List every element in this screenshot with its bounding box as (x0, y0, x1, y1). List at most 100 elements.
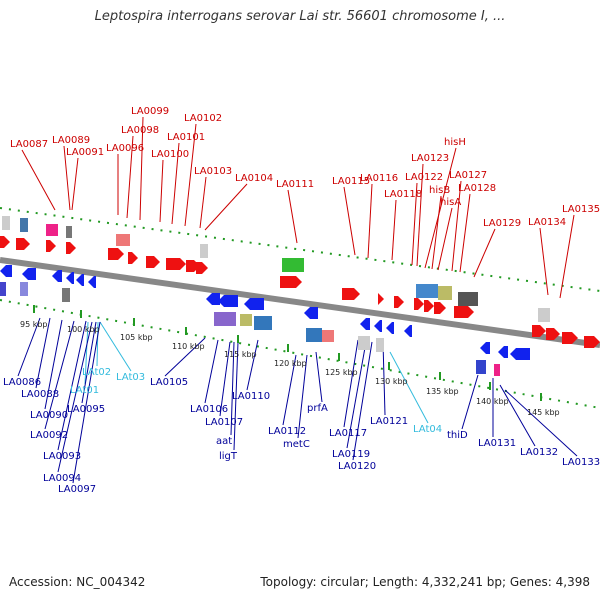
gene-label-la0111[interactable]: LA0111 (276, 179, 314, 190)
reverse-gene-arrow[interactable] (76, 274, 84, 286)
gene-label-la0098[interactable]: LA0098 (121, 125, 159, 136)
reverse-gene-arrow[interactable] (304, 307, 318, 319)
gene-label-la0104[interactable]: LA0104 (235, 173, 273, 184)
feature-box[interactable] (458, 292, 478, 306)
gene-label-la0086[interactable]: LA0086 (3, 377, 41, 388)
forward-gene-arrow[interactable] (424, 300, 434, 312)
forward-gene-arrow[interactable] (128, 252, 138, 264)
gene-label-la0087[interactable]: LA0087 (10, 139, 48, 150)
gene-label-la0121[interactable]: LA0121 (370, 416, 408, 427)
forward-gene-arrow[interactable] (584, 336, 600, 348)
reverse-gene-arrow[interactable] (480, 342, 490, 354)
feature-box[interactable] (214, 312, 236, 326)
feature-box[interactable] (2, 216, 10, 230)
gene-label-la0127[interactable]: LA0127 (449, 170, 487, 181)
feature-box[interactable] (20, 282, 28, 296)
forward-gene-arrow[interactable] (146, 256, 160, 268)
gene-label-la0134[interactable]: LA0134 (528, 217, 566, 228)
gene-label-lat02[interactable]: LAt02 (82, 367, 111, 378)
feature-box[interactable] (494, 364, 500, 376)
gene-label-la0095[interactable]: LA0095 (67, 404, 105, 415)
forward-gene-arrow[interactable] (46, 240, 56, 252)
forward-gene-arrow[interactable] (66, 242, 76, 254)
feature-box[interactable] (416, 284, 438, 298)
forward-gene-arrow[interactable] (394, 296, 404, 308)
gene-label-hisa[interactable]: hisA (440, 197, 461, 208)
gene-label-la0097[interactable]: LA0097 (58, 484, 96, 495)
reverse-gene-arrow[interactable] (22, 268, 36, 280)
gene-label-la0102[interactable]: LA0102 (184, 113, 222, 124)
feature-box[interactable] (116, 234, 130, 246)
forward-gene-arrow[interactable] (454, 306, 474, 318)
gene-label-la0116[interactable]: LA0116 (360, 173, 398, 184)
gene-label-la0132[interactable]: LA0132 (520, 447, 558, 458)
gene-label-la0120[interactable]: LA0120 (338, 461, 376, 472)
reverse-gene-arrow[interactable] (374, 320, 382, 332)
gene-label-la0122[interactable]: LA0122 (405, 172, 443, 183)
gene-label-la0129[interactable]: LA0129 (483, 218, 521, 229)
feature-box[interactable] (438, 286, 452, 300)
gene-label-la0106[interactable]: LA0106 (190, 404, 228, 415)
gene-label-la0133[interactable]: LA0133 (562, 457, 600, 468)
forward-gene-arrow[interactable] (414, 298, 424, 310)
gene-label-la0115[interactable]: LA0115 (332, 176, 370, 187)
gene-label-la0135[interactable]: LA0135 (562, 204, 600, 215)
feature-box[interactable] (240, 314, 252, 326)
gene-label-aat[interactable]: aat (216, 436, 232, 447)
forward-gene-arrow[interactable] (16, 238, 30, 250)
feature-box[interactable] (306, 328, 322, 342)
gene-label-la0112[interactable]: LA0112 (268, 426, 306, 437)
gene-label-hisb[interactable]: hisB (429, 185, 450, 196)
reverse-gene-arrow[interactable] (218, 295, 238, 307)
gene-label-lat03[interactable]: LAt03 (116, 372, 145, 383)
gene-label-thid[interactable]: thiD (447, 430, 468, 441)
gene-label-la0091[interactable]: LA0091 (66, 147, 104, 158)
gene-label-la0107[interactable]: LA0107 (205, 417, 243, 428)
gene-label-la0131[interactable]: LA0131 (478, 438, 516, 449)
gene-label-la0110[interactable]: LA0110 (232, 391, 270, 402)
gene-label-la0119[interactable]: LA0119 (332, 449, 370, 460)
feature-box[interactable] (476, 360, 486, 374)
reverse-gene-arrow[interactable] (498, 346, 508, 358)
gene-label-la0099[interactable]: LA0099 (131, 106, 169, 117)
gene-label-la0123[interactable]: LA0123 (411, 153, 449, 164)
reverse-gene-arrow[interactable] (404, 325, 412, 337)
feature-box[interactable] (282, 258, 304, 272)
gene-label-hish[interactable]: hisH (444, 137, 466, 148)
forward-gene-arrow[interactable] (378, 293, 384, 305)
feature-box[interactable] (20, 218, 28, 232)
feature-box[interactable] (200, 244, 208, 258)
gene-label-la0105[interactable]: LA0105 (150, 377, 188, 388)
gene-label-metc[interactable]: metC (283, 439, 310, 450)
feature-box[interactable] (46, 224, 58, 236)
forward-gene-arrow[interactable] (532, 325, 546, 337)
gene-label-la0117[interactable]: LA0117 (329, 428, 367, 439)
gene-label-la0128[interactable]: LA0128 (458, 183, 496, 194)
gene-label-la0090[interactable]: LA0090 (30, 410, 68, 421)
feature-box[interactable] (538, 308, 550, 322)
reverse-gene-arrow[interactable] (66, 272, 74, 284)
feature-box[interactable] (322, 330, 334, 342)
gene-label-lat04[interactable]: LAt04 (413, 424, 442, 435)
forward-gene-arrow[interactable] (196, 262, 208, 274)
gene-label-la0103[interactable]: LA0103 (194, 166, 232, 177)
reverse-gene-arrow[interactable] (52, 270, 62, 282)
forward-gene-arrow[interactable] (546, 328, 560, 340)
feature-box[interactable] (62, 288, 70, 302)
reverse-gene-arrow[interactable] (206, 293, 220, 305)
gene-label-la0092[interactable]: LA0092 (30, 430, 68, 441)
gene-label-lat01[interactable]: LAt01 (70, 385, 99, 396)
reverse-gene-arrow[interactable] (360, 318, 370, 330)
gene-label-prfa[interactable]: prfA (307, 403, 328, 414)
gene-label-la0096[interactable]: LA0096 (106, 143, 144, 154)
forward-gene-arrow[interactable] (108, 248, 124, 260)
reverse-gene-arrow[interactable] (244, 298, 264, 310)
reverse-gene-arrow[interactable] (88, 276, 96, 288)
feature-box[interactable] (66, 226, 72, 238)
feature-box[interactable] (254, 316, 272, 330)
forward-gene-arrow[interactable] (562, 332, 578, 344)
reverse-gene-arrow[interactable] (386, 322, 394, 334)
forward-gene-arrow[interactable] (0, 236, 10, 248)
feature-box[interactable] (0, 282, 6, 296)
gene-label-la0100[interactable]: LA0100 (151, 149, 189, 160)
